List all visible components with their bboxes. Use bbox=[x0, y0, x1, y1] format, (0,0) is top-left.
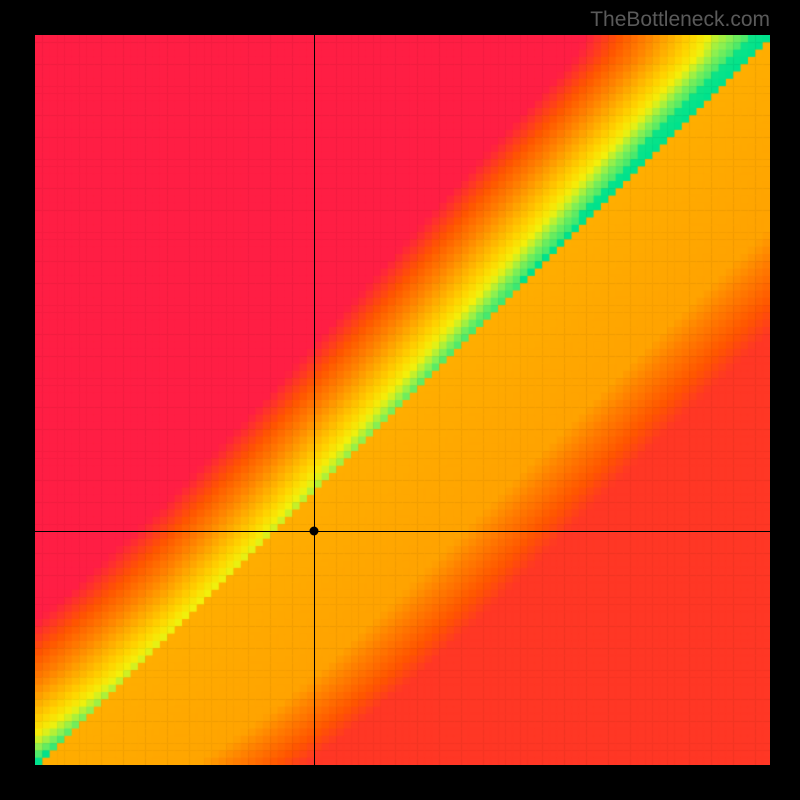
heatmap-canvas bbox=[35, 35, 770, 765]
watermark-text: TheBottleneck.com bbox=[590, 8, 770, 32]
crosshair-marker bbox=[310, 527, 319, 536]
heatmap-plot bbox=[35, 35, 770, 765]
crosshair-vertical bbox=[314, 35, 315, 765]
crosshair-horizontal bbox=[35, 531, 770, 532]
